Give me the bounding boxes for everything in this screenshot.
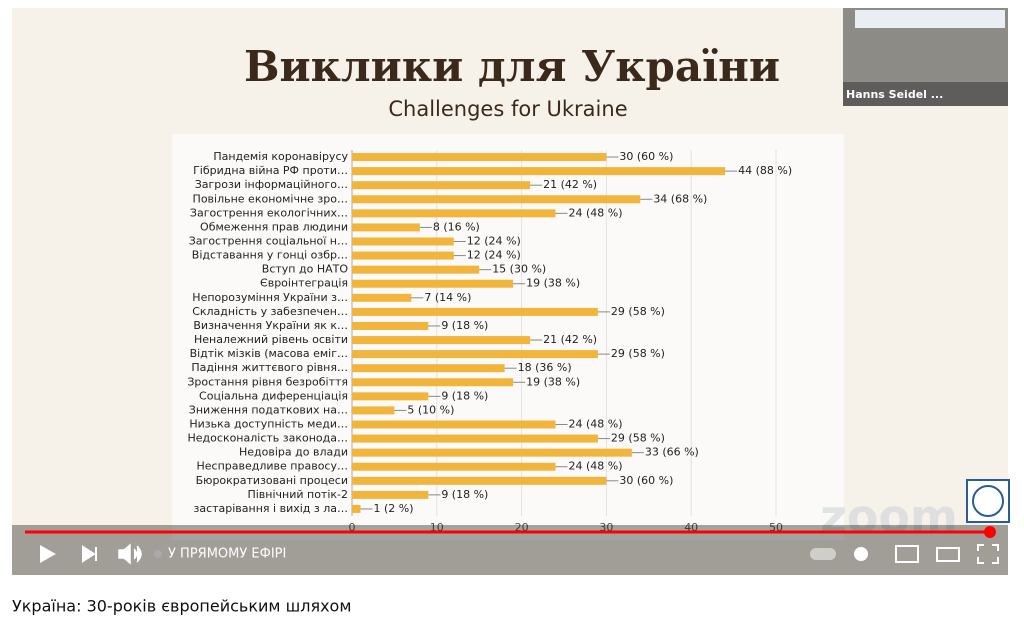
y-tick-label: Загострення соціальної н… [189, 235, 348, 248]
value-label: 44 (88 %) [738, 164, 792, 177]
value-label: 30 (60 %) [619, 150, 673, 163]
bar [352, 167, 726, 176]
bar [352, 237, 454, 246]
bar [352, 406, 395, 415]
y-tick-label: Бюрократизовані процеси [196, 474, 348, 487]
live-label[interactable]: У ПРЯМОМУ ЕФІРІ [168, 547, 286, 562]
y-tick-label: Євроінтеграція [260, 277, 348, 290]
y-tick-label: Непорозуміння України з… [192, 291, 348, 304]
slide-subtitle: Challenges for Ukraine [388, 97, 627, 121]
bar [352, 434, 598, 443]
y-tick-label: Визначення України як к… [193, 319, 348, 332]
bar [352, 195, 641, 204]
live-dot [154, 550, 162, 558]
bar [352, 293, 412, 302]
bar [352, 490, 429, 499]
y-tick-label: Північний потік-2 [247, 488, 348, 501]
autoplay-toggle[interactable] [810, 548, 836, 560]
bar [352, 350, 598, 359]
y-tick-label: Вступ до НАТО [262, 263, 349, 276]
value-label: 29 (58 %) [611, 432, 665, 445]
y-tick-label: Недосконалість законода… [188, 432, 348, 445]
bar [352, 251, 454, 260]
value-label: 19 (38 %) [526, 277, 580, 290]
value-label: 19 (38 %) [526, 375, 580, 388]
value-label: 33 (66 %) [645, 446, 699, 459]
bar [352, 420, 556, 429]
value-label: 9 (18 %) [441, 319, 488, 332]
value-label: 21 (42 %) [543, 333, 597, 346]
value-label: 34 (68 %) [653, 192, 707, 205]
bar [352, 364, 505, 373]
y-tick-label: Падіння життєвого рівня… [191, 361, 348, 374]
y-tick-label: Недовіра до влади [239, 446, 348, 459]
value-label: 9 (18 %) [441, 488, 488, 501]
bar [352, 462, 556, 471]
bar [352, 279, 514, 288]
value-label: 24 (48 %) [569, 206, 623, 219]
value-label: 5 (10 %) [407, 403, 454, 416]
bar [352, 336, 531, 345]
y-tick-label: Соціальна диференціація [199, 389, 348, 402]
bar [352, 392, 429, 401]
y-tick-label: застарівання і вихід з ла… [193, 502, 348, 515]
y-tick-label: Гібридна війна РФ проти… [193, 164, 348, 177]
video-title: Україна: 30-років європейським шляхом [12, 597, 351, 616]
y-tick-label: Низька доступність меди… [189, 418, 348, 431]
value-label: 24 (48 %) [569, 418, 623, 431]
webcam-screen [855, 10, 1005, 28]
theater-button[interactable] [936, 547, 960, 562]
play-button[interactable] [40, 545, 56, 563]
bar [352, 448, 632, 457]
y-tick-label: Складність у забезпечен… [192, 305, 348, 318]
value-label: 15 (30 %) [492, 263, 546, 276]
bar [352, 307, 598, 316]
value-label: 9 (18 %) [441, 389, 488, 402]
value-label: 21 (42 %) [543, 178, 597, 191]
bar [352, 321, 429, 330]
y-tick-label: Відставання у гонці озбр… [192, 249, 348, 262]
progress-handle[interactable] [984, 526, 996, 538]
bar [352, 476, 607, 485]
logo-globe [972, 485, 1004, 517]
bar [352, 181, 531, 190]
bar [352, 504, 361, 513]
bar [352, 378, 514, 387]
webcam-label: Hanns Seidel ... [846, 88, 943, 101]
y-tick-label: Загрози інформаційного… [195, 178, 348, 191]
value-label: 29 (58 %) [611, 347, 665, 360]
y-tick-label: Зниження податкових на… [189, 403, 348, 416]
value-label: 12 (24 %) [467, 249, 521, 262]
webcam-bar [843, 82, 1008, 106]
value-label: 24 (48 %) [569, 460, 623, 473]
y-tick-label: Загострення екологічних… [190, 206, 348, 219]
fullscreen-button[interactable] [977, 544, 999, 564]
value-label: 18 (36 %) [518, 361, 572, 374]
bar [352, 265, 480, 274]
y-tick-label: Пандемія коронавірусу [213, 150, 348, 163]
value-label: 7 (14 %) [424, 291, 471, 304]
settings-button[interactable] [854, 547, 868, 561]
y-tick-label: Повільне економічне зро… [193, 192, 348, 205]
y-tick-label: Відтік мізків (масова еміг… [190, 347, 348, 360]
watermark: zoom [820, 490, 958, 544]
y-tick-label: Неналежний рівень освіти [194, 333, 348, 346]
next-button[interactable] [82, 545, 97, 563]
y-tick-label: Зростання рівня безробіття [187, 375, 348, 388]
value-label: 8 (16 %) [433, 220, 480, 233]
value-label: 30 (60 %) [619, 474, 673, 487]
slide-title: Виклики для України [244, 42, 780, 91]
value-label: 12 (24 %) [467, 235, 521, 248]
y-tick-label: Несправедливе правосу… [197, 460, 348, 473]
bar [352, 223, 420, 232]
bar [352, 153, 607, 162]
x-tick-label: 0 [349, 521, 356, 534]
y-tick-label: Обмеження прав людини [200, 220, 348, 233]
value-label: 1 (2 %) [373, 502, 413, 515]
value-label: 29 (58 %) [611, 305, 665, 318]
miniplayer-button[interactable] [895, 545, 919, 563]
bar [352, 209, 556, 218]
volume-button[interactable] [118, 543, 142, 565]
